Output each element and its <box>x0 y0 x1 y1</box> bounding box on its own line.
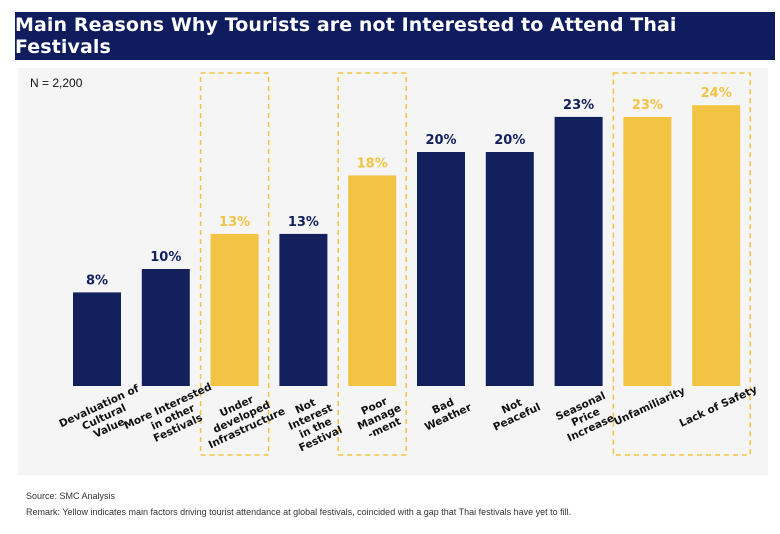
sample-size-label: N = 2,200 <box>30 76 83 90</box>
data-label: 13% <box>288 215 319 230</box>
data-label: 23% <box>632 98 663 113</box>
category-label: Unfamiliarity <box>612 385 687 429</box>
bar <box>141 269 190 386</box>
bar <box>623 116 672 387</box>
data-label: 20% <box>425 133 456 148</box>
chart-title-banner: Main Reasons Why Tourists are not Intere… <box>15 12 775 60</box>
bar <box>279 233 328 386</box>
category-label: NotPeaceful <box>486 390 542 433</box>
bar <box>348 175 397 386</box>
category-label-line: Lack of Safety <box>678 383 760 430</box>
category-label: UnderdevelopedInfrastructure <box>196 384 287 452</box>
data-label: 13% <box>219 215 250 230</box>
bar <box>73 292 121 386</box>
category-label-line: Unfamiliarity <box>612 385 687 429</box>
category-label: BadWeather <box>418 390 474 433</box>
data-label: 23% <box>563 98 594 113</box>
data-label: 24% <box>701 86 732 101</box>
source-note: Source: SMC Analysis <box>26 491 116 501</box>
data-label: 18% <box>357 156 388 171</box>
bar <box>417 152 465 386</box>
remark-note: Remark: Yellow indicates main factors dr… <box>26 507 572 517</box>
category-label: NotInterestin theFestival <box>282 391 345 454</box>
data-label: 8% <box>86 273 108 288</box>
category-label: PoorManage-ment <box>351 391 409 443</box>
bar <box>692 105 741 386</box>
bar <box>485 152 534 386</box>
bar <box>554 116 603 387</box>
data-label: 20% <box>494 133 525 148</box>
bar <box>210 233 259 386</box>
category-label: SeasonalPriceIncrease <box>554 390 618 445</box>
category-label: Lack of Safety <box>678 383 760 430</box>
highlight-box <box>612 72 751 456</box>
data-label: 10% <box>150 250 181 265</box>
